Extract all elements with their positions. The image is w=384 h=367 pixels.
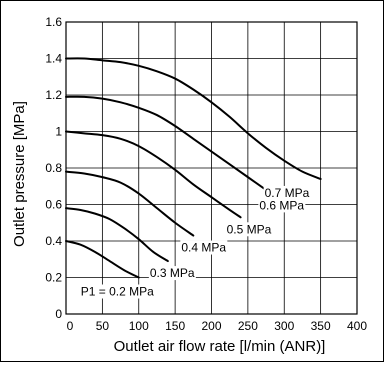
y-tick-label: 0.4 bbox=[45, 234, 62, 248]
curve-label-bg bbox=[263, 185, 311, 200]
x-tick-label: 250 bbox=[238, 319, 258, 333]
x-tick-label: 100 bbox=[129, 319, 149, 333]
curves bbox=[65, 57, 322, 279]
curve-4 bbox=[65, 130, 242, 219]
plot-frame bbox=[65, 21, 358, 315]
x-tick-label: 350 bbox=[311, 319, 331, 333]
curve-label-2: 0.3 MPa bbox=[150, 266, 195, 280]
x-tick-label: 400 bbox=[347, 319, 367, 333]
curve-label-bg bbox=[180, 240, 228, 255]
y-tick-label: 0.8 bbox=[45, 161, 62, 175]
x-tick-label: 300 bbox=[274, 319, 294, 333]
curve-label-bg bbox=[79, 284, 156, 299]
y-tick-label: 0.6 bbox=[45, 198, 62, 212]
tick-labels: 0 50 100 150 200 250 300 350 400 0 0.2 0.4 0.6 0.8 1 1.… bbox=[45, 15, 367, 333]
x-tick-label: 200 bbox=[201, 319, 221, 333]
curve-label-4: 0.5 MPa bbox=[227, 222, 272, 236]
y-tick-label: 1.2 bbox=[45, 88, 62, 102]
curve-label-bg bbox=[258, 198, 306, 213]
curve-6 bbox=[65, 57, 322, 180]
y-tick-label: 1.6 bbox=[45, 15, 62, 29]
y-tick-label: 0 bbox=[55, 307, 62, 321]
curve-label-bg bbox=[225, 222, 273, 237]
curve-label-5: 0.6 MPa bbox=[259, 198, 304, 212]
curve-2 bbox=[65, 207, 169, 263]
curve-1 bbox=[65, 240, 140, 279]
y-tick-label: 0.2 bbox=[45, 271, 62, 285]
y-tick-label: 1.4 bbox=[45, 52, 62, 66]
x-axis-label: Outlet air flow rate [l/min (ANR)] bbox=[114, 338, 326, 355]
curve-5 bbox=[65, 95, 275, 197]
curve-label-1: P1 = 0.2 MPa bbox=[81, 285, 154, 299]
y-axis-label: Outlet pressure [MPa] bbox=[11, 101, 28, 247]
x-tick-label: 150 bbox=[165, 319, 185, 333]
x-tick-label: 50 bbox=[96, 319, 110, 333]
curve-label-bg bbox=[148, 266, 196, 281]
curve-label-6: 0.7 MPa bbox=[265, 186, 310, 200]
curve-3 bbox=[65, 170, 195, 237]
y-tick-label: 1 bbox=[55, 125, 62, 139]
curve-label-3: 0.4 MPa bbox=[181, 241, 226, 255]
x-tick-label: 0 bbox=[67, 319, 74, 333]
